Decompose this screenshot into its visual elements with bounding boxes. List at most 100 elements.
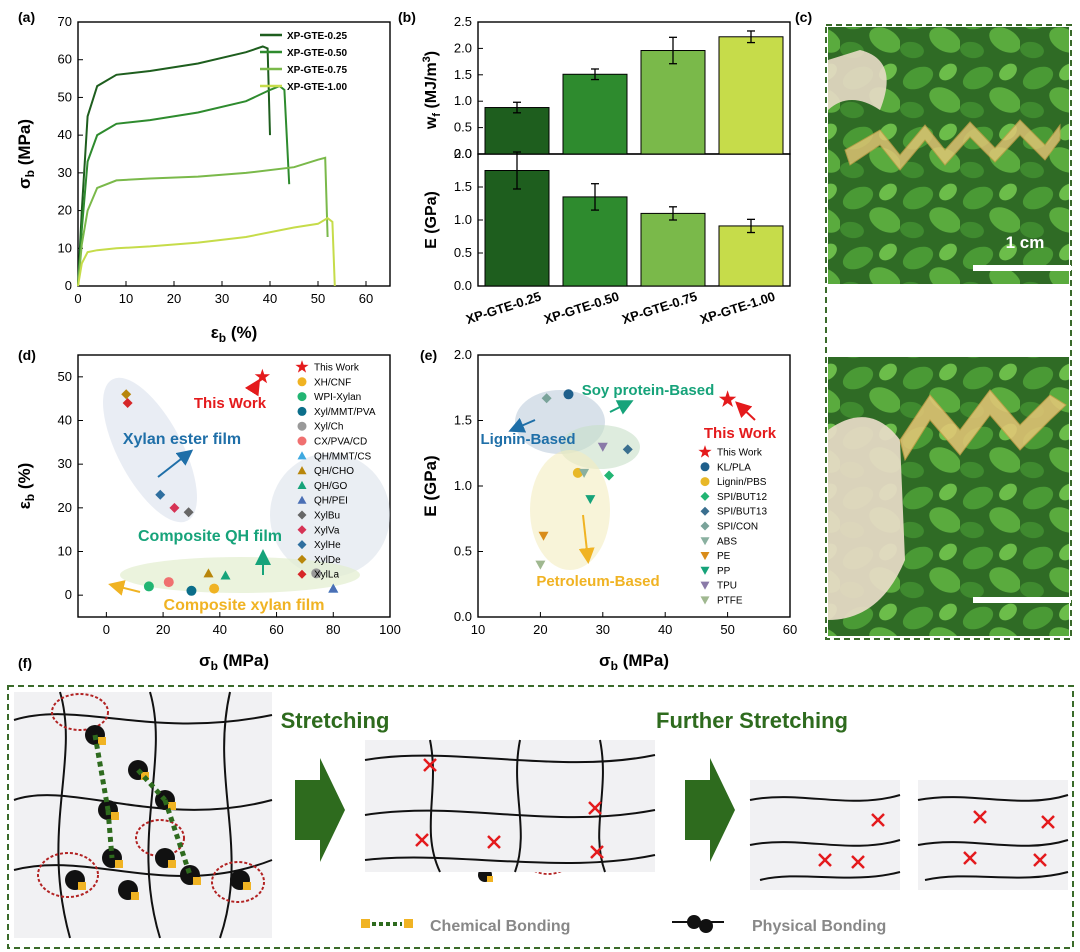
panel-b-top-bar-XP-GTE-0.50 xyxy=(562,73,628,155)
panel-f-node-tag xyxy=(98,737,106,745)
panel-e-point-SPI/CON xyxy=(541,393,552,404)
panel-e-legend-marker xyxy=(700,506,710,516)
spiral-film xyxy=(844,119,1061,171)
panel-e-xtick-label: 10 xyxy=(471,622,485,637)
panel-d-legend-label: XH/CNF xyxy=(314,377,351,388)
panel-a-xtick-label: 30 xyxy=(215,291,229,306)
panel-f-node-tag xyxy=(243,882,251,890)
panel-d-ylabel: εb (%) xyxy=(15,463,37,510)
panel-b-bottom-bar-XP-GTE-0.25 xyxy=(484,170,550,287)
panel-e-legend-label: PP xyxy=(717,566,731,577)
panel-d-point-QH/PEI xyxy=(328,583,339,593)
region-composite-xylan xyxy=(120,557,360,593)
panel-e-ytick-label: 0.0 xyxy=(454,609,472,624)
panel-a-xtick-label: 0 xyxy=(74,291,81,306)
panel-a-ytick-label: 10 xyxy=(58,240,72,255)
panel-e-point-This Work xyxy=(718,390,737,407)
arrow-soy xyxy=(609,400,634,415)
panel-d-point-XylVa xyxy=(169,502,180,513)
panel-f-broken-bond-mark xyxy=(590,845,604,859)
panel-d-legend-label: XylVa xyxy=(314,525,340,536)
panel-d-frame xyxy=(77,354,391,618)
panel-b-bottom-ylabel: E (GPa) xyxy=(423,191,440,249)
panel-e-point-PTFE xyxy=(535,560,546,570)
panel-d-point-XylHe xyxy=(155,489,166,500)
arrow-xylan-ester xyxy=(157,449,194,478)
network-broken-left xyxy=(750,780,900,890)
panel-e-point-KL/PLA xyxy=(563,389,574,400)
annot-composite-xylan: Composite xylan film xyxy=(164,597,325,614)
panel-e-ashby: 10 20 30 40 50 60 0.0 0.5 1.0 1.5 2.0 This Work KL/… xyxy=(421,347,797,673)
panel-label-e: (e) xyxy=(420,347,437,363)
panel-e-legend-marker xyxy=(698,445,712,458)
panel-e-legend-label: SPI/CON xyxy=(717,522,758,533)
panel-e-xtick-label: 40 xyxy=(658,622,672,637)
panel-b-bottom-ytick-label: 1.0 xyxy=(454,212,472,227)
panel-e-legend-marker xyxy=(700,477,710,487)
arrow-this-work-d xyxy=(244,378,261,397)
annot-soy: Soy protein-Based xyxy=(582,382,715,399)
panel-e-legend-marker xyxy=(700,462,710,472)
step-further-stretching: Further Stretching xyxy=(656,708,848,733)
panel-f-broken-bond-mark xyxy=(1041,815,1055,829)
panel-d-ytick-label: 30 xyxy=(58,456,72,471)
panel-a-curve-XP-GTE-1.00 xyxy=(77,216,336,287)
panel-e-legend-label: SPI/BUT13 xyxy=(717,507,767,518)
panel-d-xtick-label: 0 xyxy=(103,622,110,637)
panel-f-broken-bond-mark xyxy=(963,851,977,865)
panel-b-category-label: XP-GTE-0.50 xyxy=(542,289,621,327)
glove-hand-2 xyxy=(828,417,905,620)
panel-label-d: (d) xyxy=(18,347,36,363)
panel-d-ytick-label: 0 xyxy=(65,587,72,602)
panel-a-curve-XP-GTE-0.25 xyxy=(77,45,271,287)
panel-e-legend-label: PE xyxy=(717,551,731,562)
panel-a-legend-label: XP-GTE-0.25 xyxy=(287,31,347,42)
legend-physical-label: Physical Bonding xyxy=(752,918,886,935)
panel-e-legend-marker xyxy=(700,521,710,531)
panel-d-legend-marker xyxy=(297,525,307,535)
panel-f-node-tag xyxy=(487,876,493,882)
panel-d-point-QH/GO xyxy=(220,570,231,580)
panel-e-xlabel: σb (MPa) xyxy=(599,651,669,673)
panel-e-legend-marker xyxy=(700,491,710,501)
annot-xylan-ester: Xylan ester film xyxy=(123,431,241,448)
panel-d-point-XylLa xyxy=(122,398,133,409)
panel-a-ylabel: σb (MPa) xyxy=(15,119,37,189)
scale-bar-label: 1 cm xyxy=(1006,233,1045,252)
panel-d-point-XH/CNF xyxy=(209,583,220,594)
panel-d-point-Xyl/MMT/PVA xyxy=(186,585,197,596)
panel-e-legend-label: This Work xyxy=(717,448,763,459)
panel-e-xtick-label: 60 xyxy=(783,622,797,637)
panel-e-legend-label: Lignin/PBS xyxy=(717,477,767,488)
panel-a-ytick-label: 50 xyxy=(58,89,72,104)
panel-d-xtick-label: 60 xyxy=(269,622,283,637)
panel-b-top-ytick-label: 0.0 xyxy=(454,146,472,161)
panel-b-bottom-ytick-label: 2.0 xyxy=(454,146,472,161)
panel-d-legend-marker xyxy=(297,421,307,431)
panel-f-node-tag xyxy=(78,882,86,890)
panel-d-point-QH/CHO xyxy=(203,568,214,578)
panel-f-node-tag xyxy=(131,892,139,900)
panel-f-broken-bond-mark xyxy=(415,833,429,847)
panel-b-bottom-bar-XP-GTE-1.00 xyxy=(718,225,784,287)
panel-f-dotted-ring xyxy=(51,693,109,731)
panel-c-photos: 1 cm xyxy=(825,24,1072,640)
panel-a-legend-label: XP-GTE-1.00 xyxy=(287,82,347,93)
panel-e-legend-label: SPI/BUT12 xyxy=(717,492,767,503)
region-xylan-ester xyxy=(103,377,197,523)
panel-f-chemical-bond xyxy=(92,734,111,811)
panel-a-ytick-label: 60 xyxy=(58,52,72,67)
panel-a-xtick-label: 40 xyxy=(263,291,277,306)
panel-f-broken-bond-mark xyxy=(588,801,602,815)
panel-a-xtick-label: 20 xyxy=(167,291,181,306)
panel-b-category-label: XP-GTE-1.00 xyxy=(698,289,777,327)
panel-b-category-label: XP-GTE-0.75 xyxy=(620,289,699,327)
arrow-step1 xyxy=(295,758,345,862)
panel-a-stress-strain: 0 10 20 30 40 50 60 0 10 20 30 40 50 60 70 XP-GTE-0.25… xyxy=(15,14,391,345)
panel-f-broken-bond-mark xyxy=(487,835,501,849)
panel-d-legend-label: This Work xyxy=(314,363,360,374)
panel-d-legend-label: WPI-Xylan xyxy=(314,392,361,403)
glove-hand xyxy=(828,50,887,110)
step-stretching: Stretching xyxy=(281,708,390,733)
